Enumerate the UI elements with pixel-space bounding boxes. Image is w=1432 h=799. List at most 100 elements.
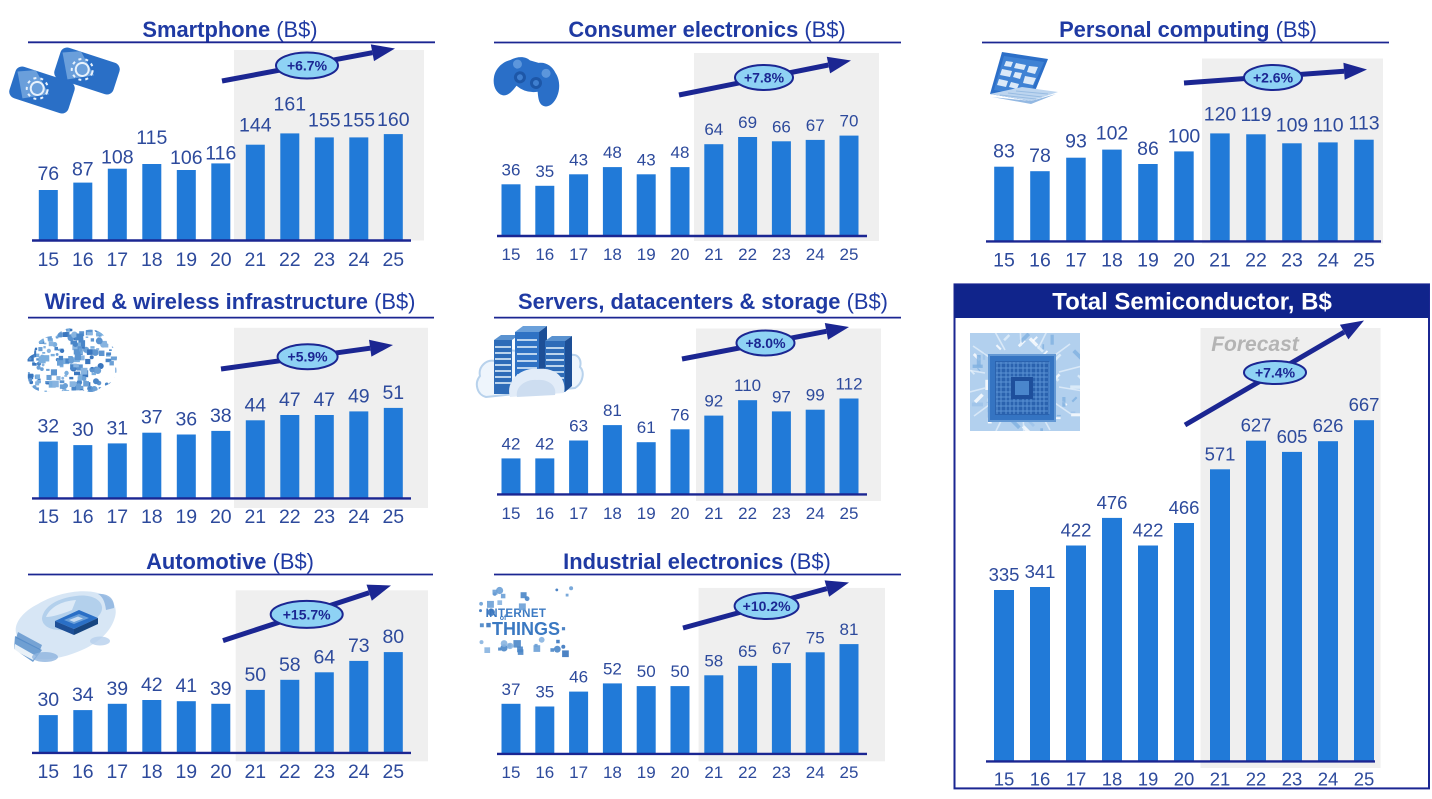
- svg-text:120: 120: [1204, 103, 1237, 125]
- svg-text:64: 64: [704, 120, 723, 139]
- svg-text:97: 97: [772, 387, 791, 406]
- svg-text:23: 23: [772, 504, 791, 523]
- svg-text:42: 42: [141, 674, 163, 696]
- svg-text:+2.6%: +2.6%: [1253, 70, 1294, 86]
- svg-text:16: 16: [535, 245, 554, 264]
- svg-text:25: 25: [1353, 250, 1375, 272]
- svg-text:110: 110: [1312, 114, 1343, 136]
- svg-text:67: 67: [772, 639, 791, 658]
- svg-text:20: 20: [1174, 769, 1195, 790]
- svg-text:23: 23: [313, 506, 335, 528]
- svg-text:30: 30: [72, 419, 94, 441]
- svg-text:23: 23: [313, 761, 335, 783]
- svg-text:35: 35: [535, 162, 554, 181]
- svg-text:25: 25: [382, 506, 404, 528]
- svg-text:58: 58: [279, 654, 301, 676]
- svg-text:19: 19: [1138, 769, 1159, 790]
- svg-text:18: 18: [141, 249, 163, 271]
- svg-text:21: 21: [704, 245, 723, 264]
- svg-text:119: 119: [1240, 104, 1271, 126]
- svg-text:18: 18: [603, 504, 622, 523]
- svg-text:18: 18: [603, 763, 622, 782]
- svg-text:335: 335: [989, 564, 1020, 585]
- svg-text:42: 42: [535, 434, 554, 453]
- svg-text:92: 92: [704, 392, 723, 411]
- svg-text:51: 51: [382, 382, 404, 404]
- svg-text:15: 15: [502, 504, 521, 523]
- svg-text:24: 24: [806, 245, 825, 264]
- svg-text:24: 24: [806, 504, 825, 523]
- svg-text:100: 100: [1168, 125, 1201, 147]
- svg-text:18: 18: [1101, 250, 1123, 272]
- svg-text:+6.7%: +6.7%: [287, 58, 328, 74]
- svg-text:16: 16: [72, 506, 94, 528]
- svg-text:17: 17: [1065, 250, 1087, 272]
- svg-text:571: 571: [1205, 443, 1236, 464]
- svg-text:422: 422: [1133, 520, 1164, 541]
- svg-text:25: 25: [382, 761, 404, 783]
- svg-text:43: 43: [637, 150, 656, 169]
- svg-text:Total Semiconductor, B$: Total Semiconductor, B$: [1052, 289, 1332, 316]
- svg-text:19: 19: [637, 504, 656, 523]
- svg-text:17: 17: [569, 245, 588, 264]
- svg-text:52: 52: [603, 659, 622, 678]
- svg-text:24: 24: [348, 249, 370, 271]
- svg-text:17: 17: [1066, 769, 1087, 790]
- svg-text:25: 25: [840, 504, 859, 523]
- svg-text:44: 44: [244, 394, 266, 416]
- svg-text:22: 22: [1245, 250, 1267, 272]
- svg-text:75: 75: [806, 628, 825, 647]
- svg-text:of: of: [500, 615, 507, 622]
- svg-text:20: 20: [210, 506, 232, 528]
- svg-text:34: 34: [72, 684, 94, 706]
- svg-text:23: 23: [1281, 250, 1303, 272]
- svg-text:20: 20: [671, 504, 690, 523]
- svg-text:99: 99: [806, 386, 825, 405]
- svg-text:422: 422: [1061, 520, 1092, 541]
- svg-text:21: 21: [1210, 769, 1231, 790]
- svg-text:341: 341: [1025, 561, 1056, 582]
- svg-text:+10.2%: +10.2%: [743, 598, 791, 614]
- svg-text:22: 22: [738, 504, 757, 523]
- svg-text:23: 23: [1282, 769, 1303, 790]
- svg-text:667: 667: [1349, 394, 1380, 415]
- svg-text:20: 20: [1173, 250, 1195, 272]
- svg-text:115: 115: [136, 127, 167, 149]
- svg-text:30: 30: [37, 689, 59, 711]
- svg-text:42: 42: [502, 434, 521, 453]
- svg-text:16: 16: [1029, 250, 1051, 272]
- svg-text:39: 39: [106, 678, 128, 700]
- svg-text:18: 18: [141, 761, 163, 783]
- svg-text:16: 16: [72, 249, 94, 271]
- svg-text:144: 144: [239, 115, 272, 137]
- svg-text:21: 21: [1209, 250, 1231, 272]
- svg-text:18: 18: [1102, 769, 1123, 790]
- svg-text:108: 108: [101, 147, 134, 169]
- svg-text:35: 35: [535, 683, 554, 702]
- svg-text:83: 83: [993, 141, 1015, 163]
- svg-text:466: 466: [1169, 497, 1200, 518]
- svg-text:69: 69: [738, 113, 757, 132]
- svg-text:22: 22: [738, 763, 757, 782]
- svg-text:25: 25: [1354, 769, 1375, 790]
- svg-text:155: 155: [308, 109, 341, 131]
- svg-text:17: 17: [106, 249, 128, 271]
- svg-text:16: 16: [72, 761, 94, 783]
- svg-text:61: 61: [637, 418, 656, 437]
- svg-text:19: 19: [175, 761, 197, 783]
- svg-text:18: 18: [141, 506, 163, 528]
- svg-text:109: 109: [1276, 114, 1309, 136]
- svg-text:38: 38: [210, 405, 232, 427]
- svg-text:25: 25: [840, 245, 859, 264]
- svg-text:155: 155: [343, 109, 376, 131]
- svg-text:67: 67: [806, 116, 825, 135]
- svg-text:37: 37: [141, 407, 163, 429]
- svg-text:48: 48: [671, 143, 690, 162]
- svg-text:16: 16: [535, 504, 554, 523]
- svg-text:48: 48: [603, 143, 622, 162]
- svg-text:76: 76: [37, 163, 59, 185]
- svg-text:THINGS: THINGS: [492, 619, 560, 639]
- svg-text:21: 21: [704, 504, 723, 523]
- svg-text:66: 66: [772, 117, 791, 136]
- svg-text:Forecast: Forecast: [1211, 333, 1300, 356]
